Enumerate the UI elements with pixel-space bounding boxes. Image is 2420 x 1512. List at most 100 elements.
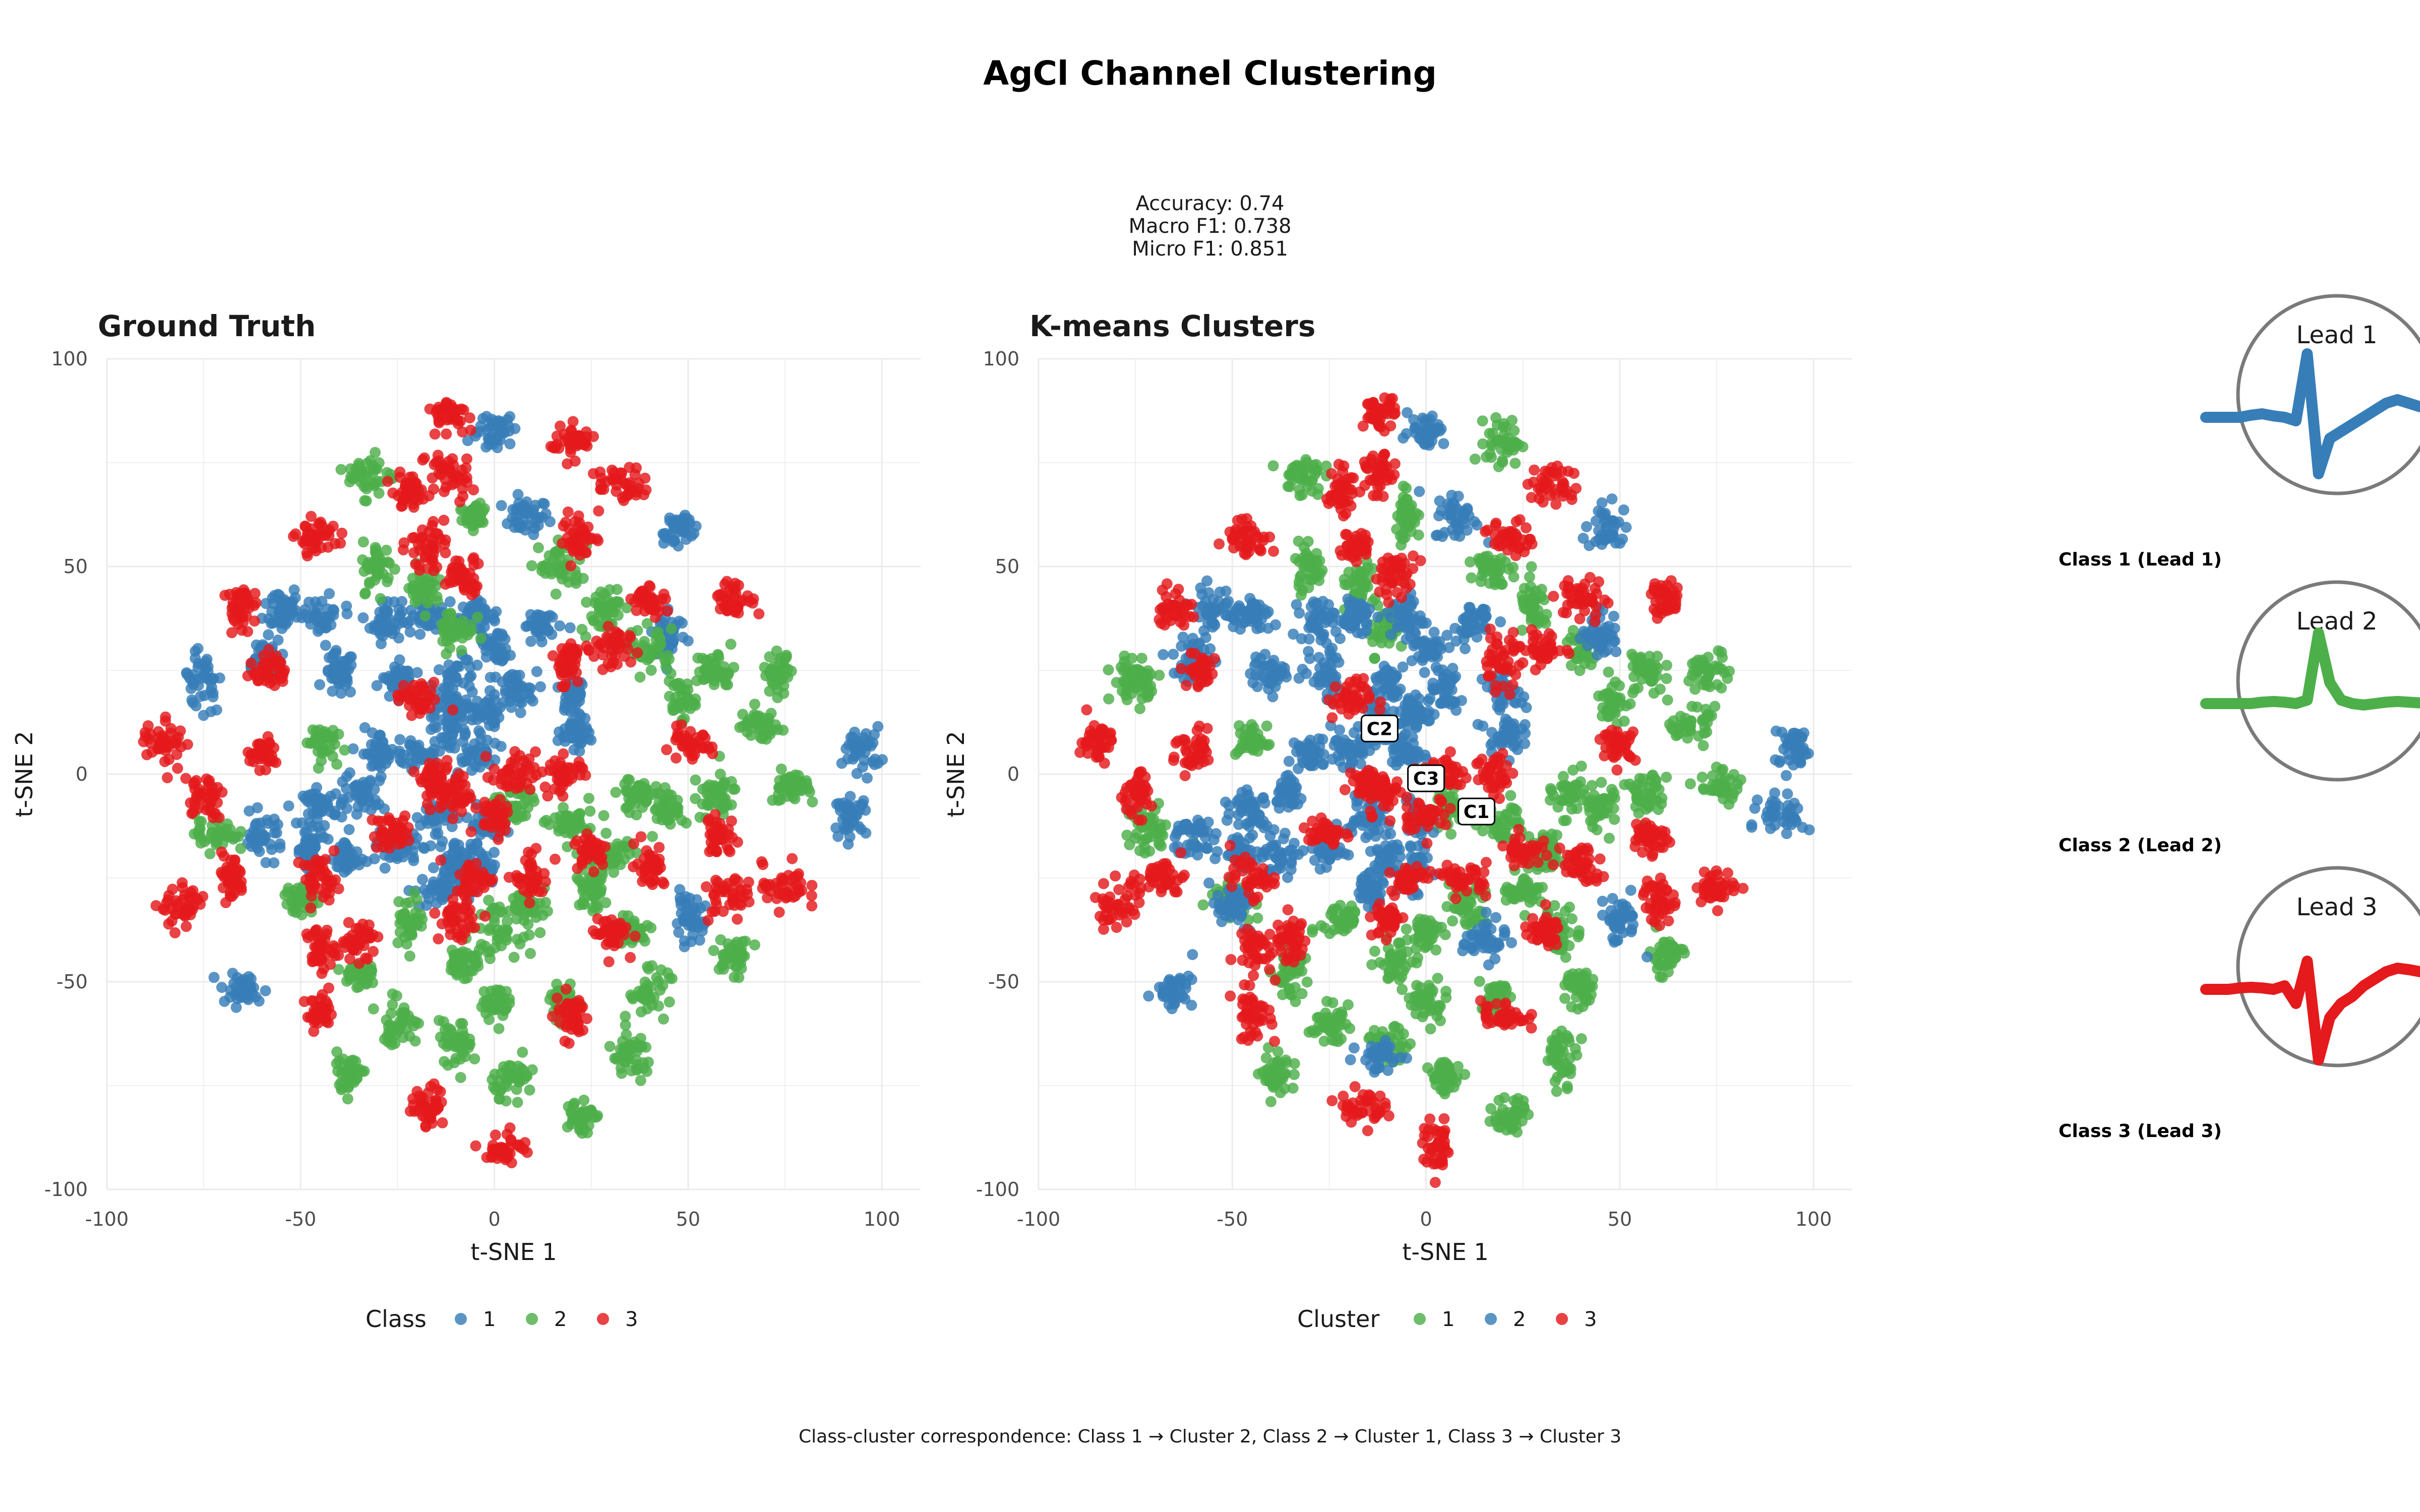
data-point — [449, 631, 460, 643]
data-point — [708, 679, 720, 690]
data-point — [518, 506, 530, 517]
data-point — [398, 616, 409, 628]
data-point — [335, 687, 347, 699]
data-point — [208, 972, 220, 983]
data-point — [725, 639, 737, 650]
data-point — [567, 663, 579, 674]
data-point — [634, 671, 646, 683]
data-point — [562, 642, 574, 654]
data-point — [320, 640, 331, 651]
data-point — [263, 629, 274, 641]
data-point — [502, 764, 514, 775]
data-point — [352, 466, 363, 478]
data-point — [557, 790, 569, 802]
data-point — [363, 966, 375, 978]
point-cluster-3 — [440, 552, 484, 601]
data-point — [641, 985, 652, 997]
data-point — [576, 623, 588, 635]
data-point — [274, 842, 286, 853]
data-point — [524, 784, 536, 795]
point-cluster-1 — [314, 645, 357, 699]
data-point — [171, 901, 183, 912]
data-point — [692, 742, 703, 753]
data-point — [190, 646, 201, 657]
data-point — [560, 983, 572, 995]
data-point — [635, 831, 647, 843]
data-point — [437, 636, 449, 647]
data-point — [275, 600, 287, 612]
data-point — [415, 685, 427, 697]
data-point — [559, 704, 570, 716]
data-point — [235, 985, 247, 996]
data-point — [415, 484, 427, 495]
data-point — [405, 739, 416, 751]
data-point — [316, 936, 327, 948]
data-point — [172, 763, 184, 774]
data-point — [653, 842, 665, 853]
data-point — [229, 869, 240, 881]
data-point — [428, 676, 440, 688]
data-point — [497, 418, 508, 430]
data-point — [465, 670, 477, 682]
data-point — [495, 740, 507, 752]
point-cluster-3 — [219, 584, 262, 639]
data-point — [710, 662, 721, 673]
data-point — [599, 589, 611, 600]
data-point — [682, 691, 693, 703]
point-cluster-2 — [331, 1046, 370, 1105]
data-point — [429, 907, 441, 919]
data-point — [235, 843, 247, 854]
data-point — [489, 615, 501, 626]
point-cluster-2 — [604, 1011, 654, 1086]
data-point — [402, 916, 413, 928]
data-point — [216, 846, 227, 858]
data-point — [481, 997, 493, 1009]
data-point — [453, 768, 465, 780]
data-point — [370, 546, 381, 558]
data-point — [690, 774, 701, 786]
data-point — [472, 956, 483, 967]
data-point — [422, 587, 434, 598]
data-point — [159, 735, 171, 746]
data-point — [566, 424, 577, 436]
data-point — [662, 967, 674, 979]
data-point — [246, 657, 257, 669]
data-point — [253, 995, 265, 1007]
data-point — [691, 894, 702, 906]
data-point — [252, 842, 263, 854]
data-point — [157, 904, 169, 915]
data-point — [698, 674, 709, 685]
data-point — [699, 732, 711, 744]
data-point — [512, 1097, 523, 1108]
data-point — [328, 845, 340, 857]
data-point — [684, 518, 696, 529]
point-cluster-1 — [657, 510, 702, 552]
data-point — [244, 805, 255, 817]
data-point — [639, 636, 650, 647]
data-point — [195, 793, 207, 805]
data-point — [260, 985, 271, 996]
data-point — [183, 904, 195, 915]
data-point — [233, 831, 244, 842]
data-point — [638, 853, 650, 864]
point-cluster-3 — [712, 576, 765, 619]
data-point — [550, 853, 561, 865]
data-point — [753, 608, 765, 619]
data-point — [369, 478, 380, 490]
data-point — [554, 770, 566, 781]
data-point — [435, 881, 447, 893]
point-cluster-2 — [734, 699, 789, 745]
data-point — [398, 537, 410, 548]
data-point — [842, 815, 854, 827]
data-point — [496, 807, 508, 819]
data-point — [233, 599, 245, 611]
data-point — [342, 968, 354, 979]
data-point — [860, 728, 872, 739]
data-point — [520, 621, 532, 632]
data-point — [504, 425, 515, 437]
data-point — [189, 783, 201, 795]
data-point — [615, 859, 626, 870]
data-point — [515, 522, 526, 533]
data-point — [322, 613, 334, 625]
